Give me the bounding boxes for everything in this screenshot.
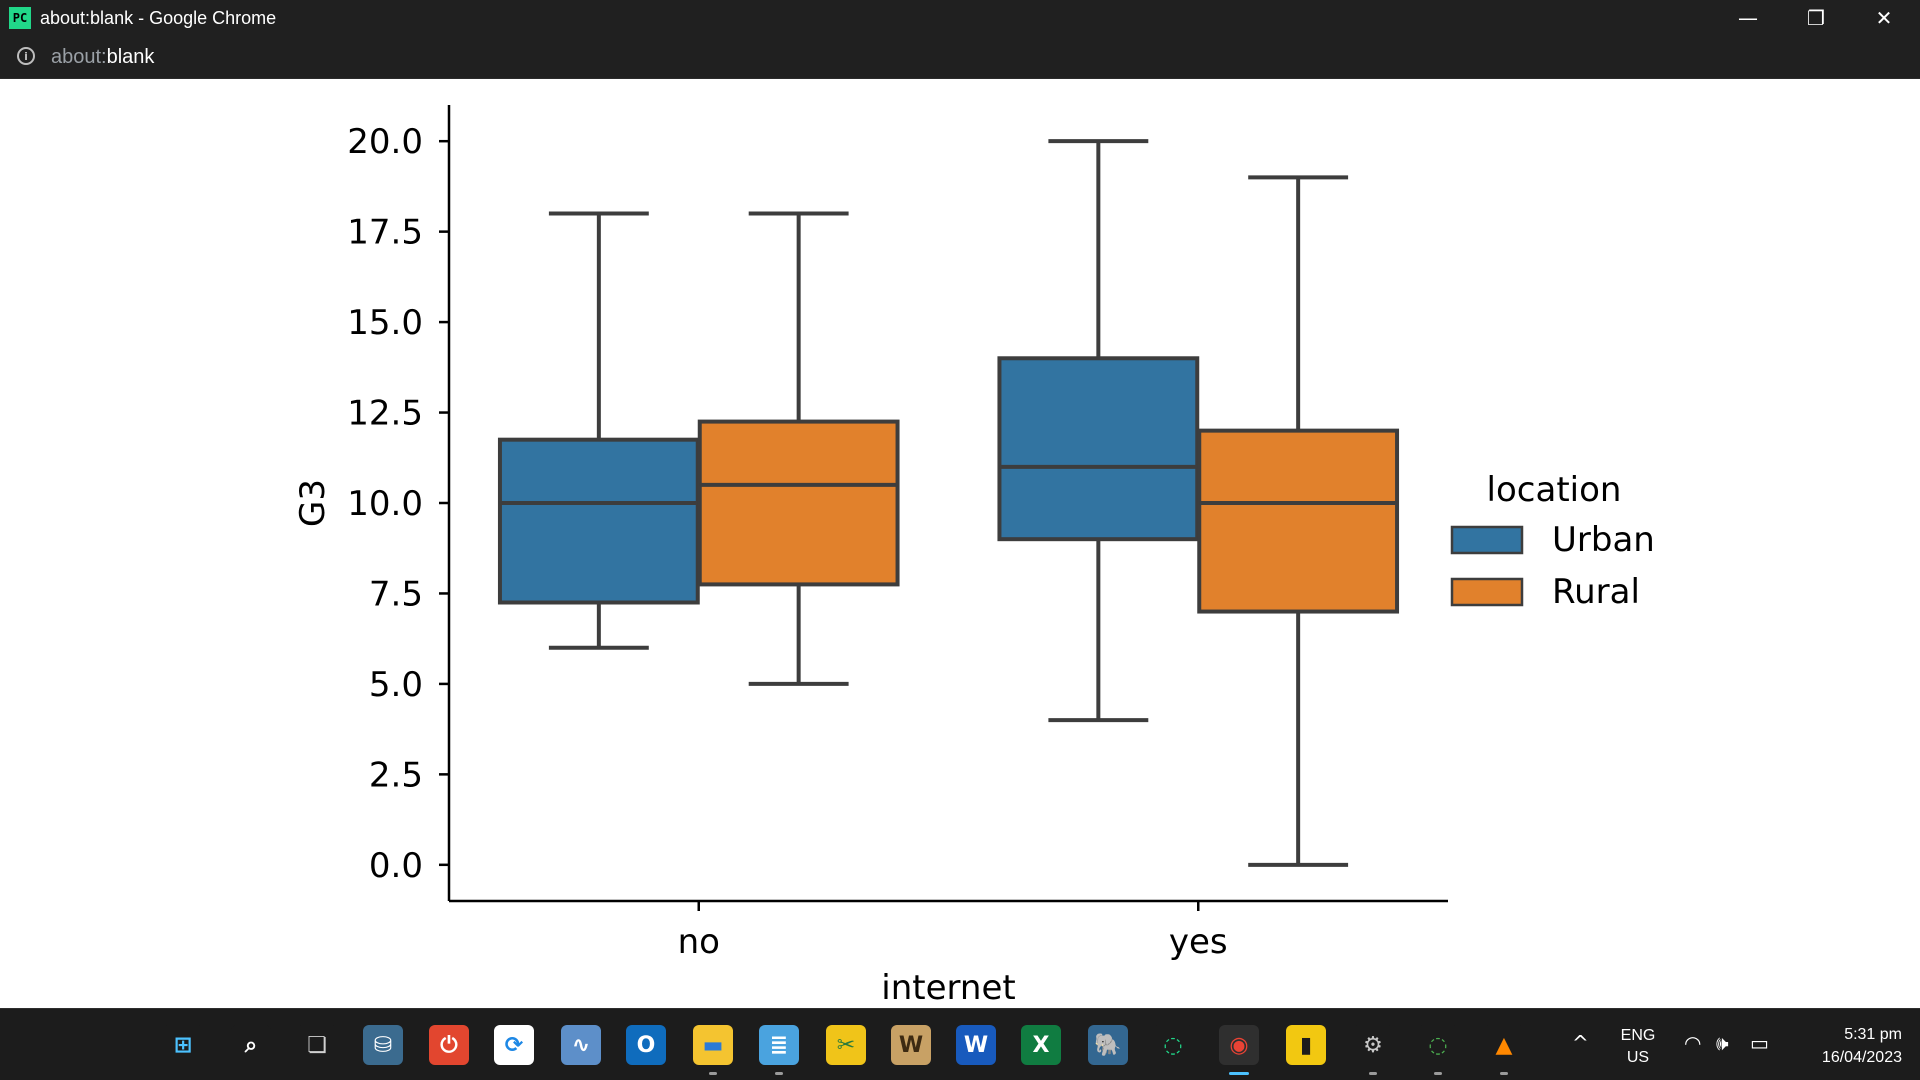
url-text[interactable]: about:blank — [51, 46, 154, 69]
iqr-box — [997, 356, 1200, 542]
sync-app-icon[interactable]: ⟳ — [494, 1025, 534, 1065]
excel-glyph: X — [1032, 1032, 1050, 1058]
resource-monitor-icon[interactable]: ∿ — [561, 1025, 601, 1065]
word-doc-glyph: W — [898, 1032, 924, 1058]
outlook-icon[interactable]: O — [626, 1025, 666, 1065]
word-doc-icon[interactable]: W — [891, 1025, 931, 1065]
input-language[interactable]: ENG US — [1612, 1025, 1664, 1069]
legend-label-urban: Urban — [1552, 520, 1655, 560]
title-bar: PC about:blank - Google Chrome — ❐ ✕ — [0, 0, 1920, 36]
start-icon[interactable]: ⊞ — [163, 1025, 203, 1065]
taskbar: ⊞ ⌕ ❏ ⛁ ⏻ ⟳ ∿ O ▬ ≣ ✂ W W X 🐘 ◌ ◉ ▮ ⚙ ◌ ▲ ^ ENG US ◠ 🕪 ▭ 5:3… — [0, 1008, 1920, 1080]
x-tick-label: no — [678, 922, 720, 962]
iqr-box — [697, 419, 900, 587]
y-tick-label: 17.5 — [347, 213, 423, 253]
power-app-glyph: ⏻ — [440, 1032, 458, 1058]
settings-icon[interactable]: ⚙ — [1353, 1025, 1393, 1075]
x-axis-label: internet — [881, 968, 1015, 1008]
pycharm-ring-icon[interactable]: ◌ — [1153, 1025, 1193, 1065]
iqr-box — [1197, 428, 1400, 614]
y-tick-label: 10.0 — [347, 484, 423, 524]
clock[interactable]: 5:31 pm 16/04/2023 — [1792, 1023, 1902, 1069]
running-indicator — [775, 1072, 783, 1075]
jupyter-ring-glyph: ◌ — [1428, 1032, 1448, 1058]
chrome-glyph: ◉ — [1229, 1032, 1249, 1058]
task-view-glyph: ❏ — [307, 1032, 327, 1058]
legend-title: location — [1487, 470, 1622, 510]
vlc-icon[interactable]: ▲ — [1484, 1025, 1524, 1075]
sync-app-glyph: ⟳ — [504, 1032, 524, 1058]
clock-time: 5:31 pm — [1844, 1026, 1902, 1043]
running-indicator — [1369, 1072, 1377, 1075]
running-indicator — [709, 1072, 717, 1075]
jupyter-ring-icon[interactable]: ◌ — [1418, 1025, 1458, 1075]
notepad-icon[interactable]: ≣ — [759, 1025, 799, 1075]
tray-overflow-chevron-icon[interactable]: ^ — [1572, 1031, 1589, 1055]
chrome-icon[interactable]: ◉ — [1219, 1025, 1259, 1075]
settings-glyph: ⚙ — [1363, 1032, 1383, 1058]
mysql-workbench-glyph: ⛁ — [373, 1032, 393, 1058]
battery-icon[interactable]: ▭ — [1750, 1031, 1769, 1055]
sticky-tools-icon[interactable]: ✂ — [826, 1025, 866, 1065]
volume-icon[interactable]: 🕪 — [1716, 1031, 1729, 1055]
legend-label-rural: Rural — [1552, 572, 1640, 612]
x-tick-label: yes — [1169, 922, 1228, 962]
legend: location Urban Rural — [1450, 470, 1655, 612]
region-code: US — [1626, 1049, 1650, 1066]
start-glyph: ⊞ — [173, 1032, 193, 1058]
close-button[interactable]: ✕ — [1875, 6, 1893, 30]
wifi-icon[interactable]: ◠ — [1684, 1031, 1702, 1055]
search-glyph: ⌕ — [244, 1032, 258, 1058]
pycharm-app-icon: PC — [9, 7, 31, 29]
y-tick-label: 7.5 — [369, 574, 423, 614]
power-app-icon[interactable]: ⏻ — [429, 1025, 469, 1065]
y-tick-label: 20.0 — [347, 122, 423, 162]
y-tick-label: 12.5 — [347, 394, 423, 434]
y-tick-label: 5.0 — [369, 665, 423, 705]
postgresql-glyph: 🐘 — [1094, 1032, 1122, 1058]
power-bi-glyph: ▮ — [1299, 1032, 1313, 1058]
address-bar[interactable]: i about:blank — [0, 36, 1920, 79]
box-urban-yes — [997, 139, 1200, 723]
task-view-icon[interactable]: ❏ — [297, 1025, 337, 1065]
mysql-workbench-icon[interactable]: ⛁ — [363, 1025, 403, 1065]
word-glyph: W — [963, 1032, 989, 1058]
info-icon[interactable]: i — [17, 47, 35, 65]
legend-swatch-urban — [1450, 525, 1524, 555]
vlc-glyph: ▲ — [1495, 1032, 1513, 1058]
clock-date: 16/04/2023 — [1821, 1049, 1902, 1066]
boxplot-chart: 0.0 2.5 5.0 7.5 10.0 12.5 15.0 17.5 20.0 no yes int… — [293, 105, 1655, 1008]
resource-monitor-glyph: ∿ — [571, 1032, 591, 1058]
y-axis-label: G3 — [293, 479, 333, 527]
lang-code: ENG — [1620, 1027, 1656, 1044]
pycharm-ring-glyph: ◌ — [1163, 1032, 1183, 1058]
file-explorer-glyph: ▬ — [702, 1032, 724, 1058]
running-indicator — [1500, 1072, 1508, 1075]
box-urban-no — [497, 211, 700, 650]
minimize-button[interactable]: — — [1738, 6, 1758, 30]
box-rural-no — [697, 211, 900, 686]
sticky-tools-glyph: ✂ — [836, 1032, 856, 1058]
y-tick-label: 15.0 — [347, 303, 423, 343]
restore-button[interactable]: ❐ — [1807, 6, 1825, 30]
running-indicator — [1229, 1072, 1249, 1075]
notepad-glyph: ≣ — [769, 1032, 789, 1058]
word-icon[interactable]: W — [956, 1025, 996, 1065]
y-tick-label: 2.5 — [369, 755, 423, 795]
search-icon[interactable]: ⌕ — [231, 1025, 271, 1065]
iqr-box — [497, 437, 700, 605]
legend-swatch-rural — [1450, 577, 1524, 607]
file-explorer-icon[interactable]: ▬ — [693, 1025, 733, 1075]
window-title: about:blank - Google Chrome — [40, 8, 277, 28]
excel-icon[interactable]: X — [1021, 1025, 1061, 1065]
page-viewport: 0.0 2.5 5.0 7.5 10.0 12.5 15.0 17.5 20.0 no yes int… — [0, 79, 1920, 1008]
running-indicator — [1434, 1072, 1442, 1075]
y-tick-label: 0.0 — [369, 846, 423, 886]
url-scheme: about: — [51, 46, 107, 68]
postgresql-icon[interactable]: 🐘 — [1088, 1025, 1128, 1065]
box-rural-yes — [1197, 175, 1400, 867]
power-bi-icon[interactable]: ▮ — [1286, 1025, 1326, 1065]
url-host: blank — [106, 46, 155, 68]
outlook-glyph: O — [636, 1032, 656, 1058]
